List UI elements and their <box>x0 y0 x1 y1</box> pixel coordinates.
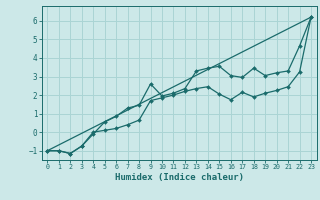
X-axis label: Humidex (Indice chaleur): Humidex (Indice chaleur) <box>115 173 244 182</box>
